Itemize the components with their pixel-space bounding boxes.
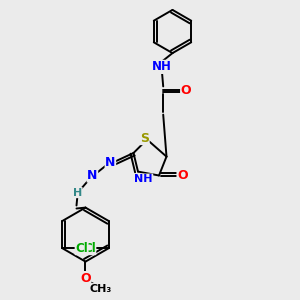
Text: CH₃: CH₃ <box>90 284 112 294</box>
Text: N: N <box>105 155 116 169</box>
Text: Cl: Cl <box>75 242 88 255</box>
Text: NH: NH <box>134 174 153 184</box>
Text: H: H <box>73 188 82 198</box>
Text: N: N <box>87 169 98 182</box>
Text: S: S <box>140 131 149 145</box>
Text: O: O <box>177 169 188 182</box>
Text: Cl: Cl <box>83 242 96 255</box>
Text: O: O <box>80 272 91 285</box>
Text: O: O <box>181 83 191 97</box>
Text: NH: NH <box>152 60 172 74</box>
